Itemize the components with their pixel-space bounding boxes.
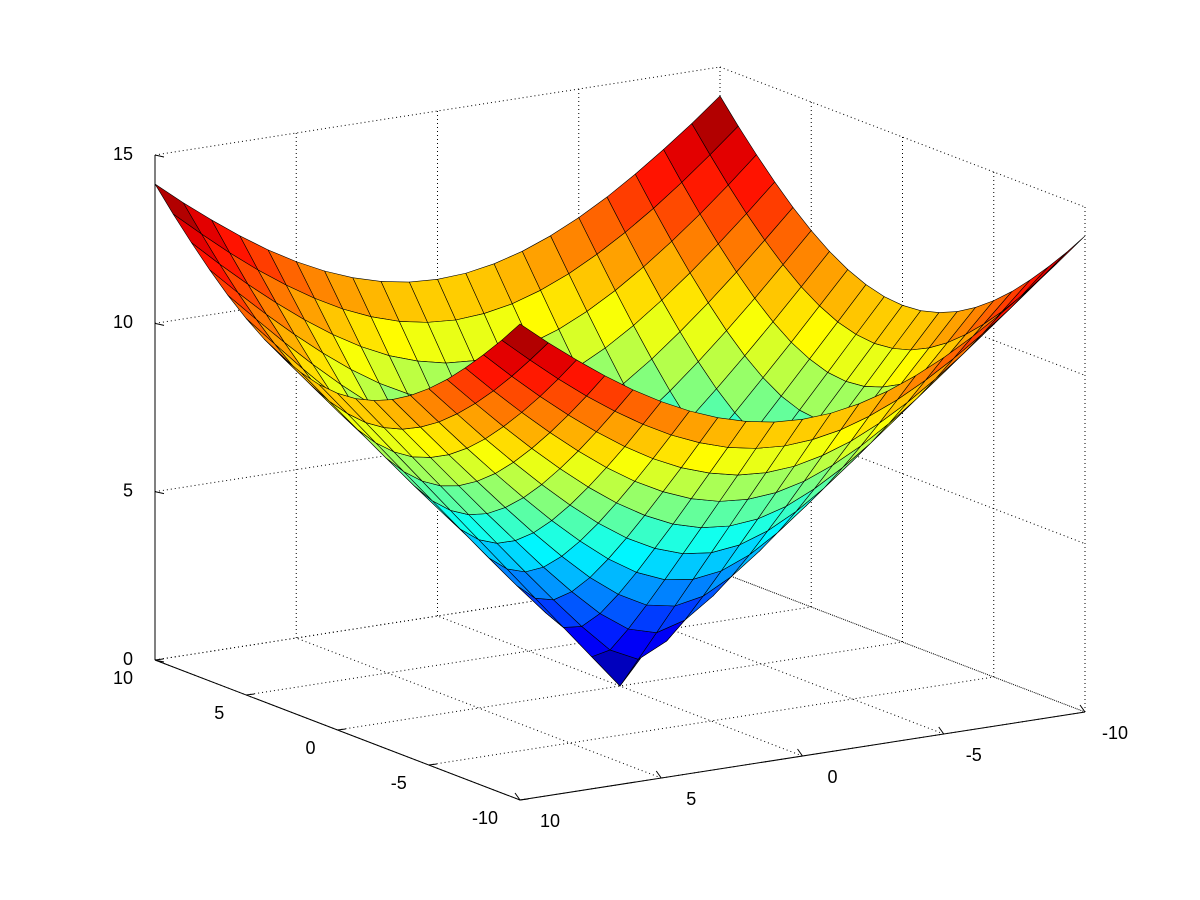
y-tick-label: -10 [472,808,498,828]
tick-mark [1079,704,1086,713]
grid-line [337,641,903,731]
tick-mark [246,693,255,696]
y-tick-label: 10 [113,668,133,688]
tick-mark [655,770,662,779]
tick-mark [797,748,803,757]
surface-face [501,323,549,361]
x-tick-label: 10 [540,811,560,831]
tick-mark [154,491,165,495]
tick-mark [514,792,521,801]
x-tick-label: -10 [1102,723,1128,743]
tick-mark [154,659,165,663]
z-tick-label: 0 [123,649,133,669]
x-tick-label: 5 [686,789,696,809]
y-tick-label: 5 [214,703,224,723]
tick-mark [428,763,437,766]
z-tick-label: 10 [113,312,133,332]
z-tick-label: 15 [113,144,133,164]
grid-line [246,606,812,696]
y-tick-label: -5 [391,773,407,793]
tick-mark [154,322,165,326]
y-tick-label: 0 [305,738,315,758]
grid-line [428,676,994,766]
tick-mark [154,154,165,158]
x-tick-label: -5 [966,745,982,765]
tick-mark [519,798,529,801]
tick-mark [337,728,346,731]
x-tick-label: 0 [827,767,837,787]
tick-mark [938,726,945,735]
grid-line [154,66,721,156]
z-tick-label: 5 [123,480,133,500]
